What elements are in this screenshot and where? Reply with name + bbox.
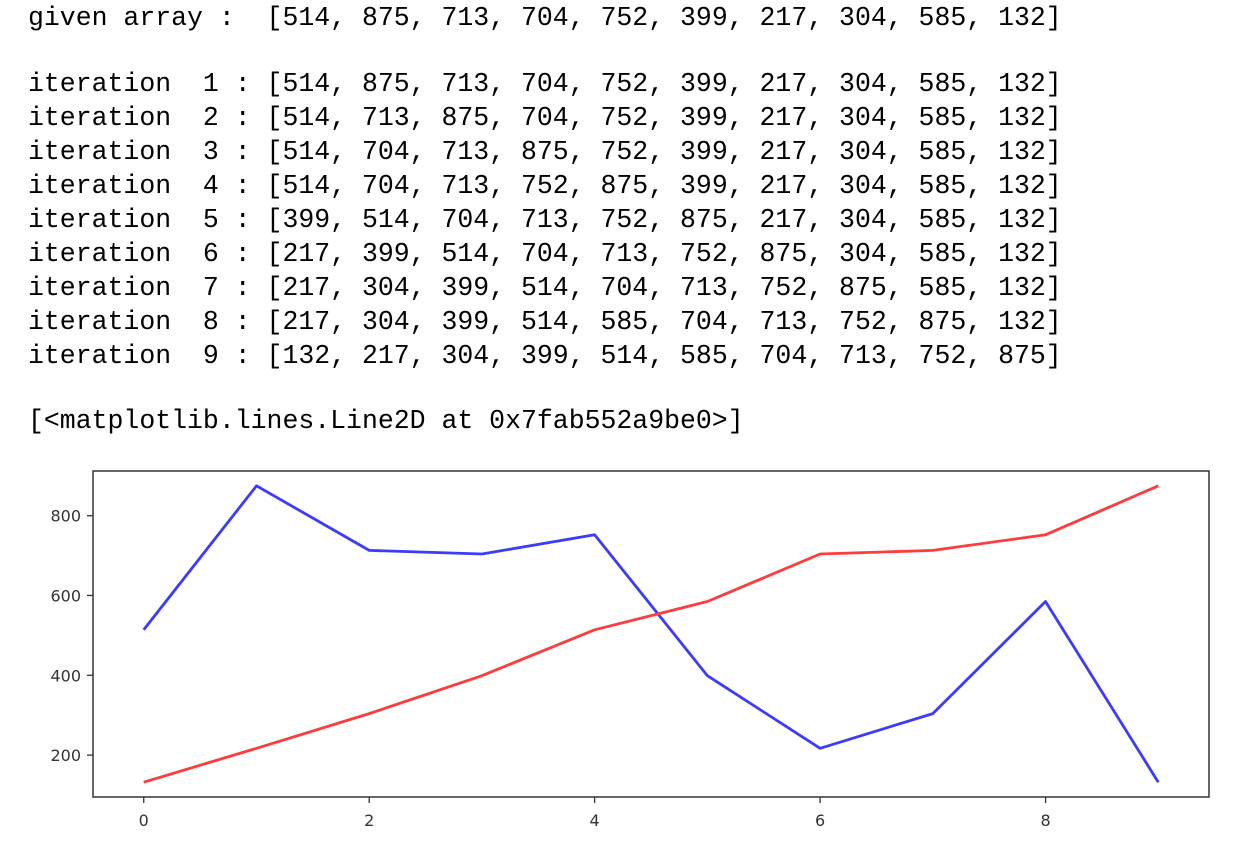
iteration-array: [514, 704, 713, 875, 752, 399, 217, 304,… <box>266 137 1062 167</box>
iteration-array: [514, 704, 713, 752, 875, 399, 217, 304,… <box>266 171 1062 201</box>
cell-output: given array : [514, 875, 713, 704, 752, … <box>28 0 1238 438</box>
iteration-label: iteration 3 : <box>28 137 251 167</box>
axes-frame <box>92 470 1210 798</box>
iteration-array: [132, 217, 304, 399, 514, 585, 704, 713,… <box>266 341 1062 371</box>
iteration-array: [217, 304, 399, 514, 585, 704, 713, 752,… <box>266 307 1062 337</box>
series-line-0 <box>142 484 1160 783</box>
iteration-list: iteration 1 : [514, 875, 713, 704, 752, … <box>28 67 1238 373</box>
y-tick-label: 800 <box>50 507 81 526</box>
iteration-array: [217, 304, 399, 514, 704, 713, 752, 875,… <box>266 273 1062 303</box>
x-tick-label: 2 <box>364 811 374 830</box>
y-tick-label: 600 <box>50 586 81 605</box>
x-tick-label: 4 <box>590 811 600 830</box>
iteration-label: iteration 7 : <box>28 273 251 303</box>
x-tick-label: 6 <box>815 811 825 830</box>
iteration-line: iteration 9 : [132, 217, 304, 399, 514, … <box>28 339 1238 373</box>
iteration-line: iteration 6 : [217, 399, 514, 704, 713, … <box>28 237 1238 271</box>
y-tick-label: 200 <box>50 746 81 765</box>
iteration-array: [514, 713, 875, 704, 752, 399, 217, 304,… <box>266 103 1062 133</box>
iteration-line: iteration 7 : [217, 304, 399, 514, 704, … <box>28 271 1238 305</box>
y-tick-label: 400 <box>50 666 81 685</box>
series-line-1 <box>143 484 1159 784</box>
line2d-repr: [<matplotlib.lines.Line2D at 0x7fab552a9… <box>28 406 744 436</box>
iteration-label: iteration 2 : <box>28 103 251 133</box>
iteration-label: iteration 5 : <box>28 205 251 235</box>
iteration-array: [514, 875, 713, 704, 752, 399, 217, 304,… <box>266 69 1062 99</box>
iteration-line: iteration 1 : [514, 875, 713, 704, 752, … <box>28 67 1238 101</box>
iteration-line: iteration 5 : [399, 514, 704, 713, 752, … <box>28 203 1238 237</box>
iteration-label: iteration 1 : <box>28 69 251 99</box>
iteration-array: [399, 514, 704, 713, 752, 875, 217, 304,… <box>266 205 1062 235</box>
x-tick-label: 0 <box>139 811 149 830</box>
iteration-line: iteration 2 : [514, 713, 875, 704, 752, … <box>28 101 1238 135</box>
iteration-label: iteration 9 : <box>28 341 251 371</box>
iteration-label: iteration 6 : <box>28 239 251 269</box>
iteration-array: [217, 399, 514, 704, 713, 752, 875, 304,… <box>266 239 1062 269</box>
given-array-line: given array : [514, 875, 713, 704, 752, … <box>28 1 1238 35</box>
iteration-label: iteration 8 : <box>28 307 251 337</box>
x-tick-label: 8 <box>1040 811 1050 830</box>
iteration-line: iteration 4 : [514, 704, 713, 752, 875, … <box>28 169 1238 203</box>
iteration-line: iteration 3 : [514, 704, 713, 875, 752, … <box>28 135 1238 169</box>
given-label: given array : <box>28 3 235 33</box>
plot-output: 200 400 600 800 0 2 4 6 8 <box>0 450 1258 856</box>
iteration-label: iteration 4 : <box>28 171 251 201</box>
given-array-value: [514, 875, 713, 704, 752, 399, 217, 304,… <box>266 3 1062 33</box>
line-chart: 200 400 600 800 0 2 4 6 8 <box>50 470 1210 830</box>
iteration-line: iteration 8 : [217, 304, 399, 514, 585, … <box>28 305 1238 339</box>
